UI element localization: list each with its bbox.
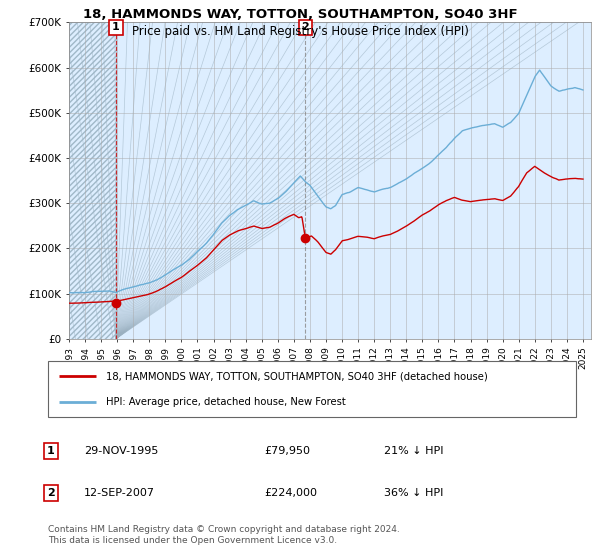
Bar [69, 22, 116, 339]
Text: 2: 2 [301, 22, 309, 32]
Text: 1: 1 [112, 22, 120, 32]
Text: 18, HAMMONDS WAY, TOTTON, SOUTHAMPTON, SO40 3HF (detached house): 18, HAMMONDS WAY, TOTTON, SOUTHAMPTON, S… [106, 371, 488, 381]
Text: HPI: Average price, detached house, New Forest: HPI: Average price, detached house, New … [106, 397, 346, 407]
Text: 29-NOV-1995: 29-NOV-1995 [84, 446, 158, 456]
Text: 21% ↓ HPI: 21% ↓ HPI [384, 446, 443, 456]
Text: 2: 2 [47, 488, 55, 498]
Text: Contains HM Land Registry data © Crown copyright and database right 2024.
This d: Contains HM Land Registry data © Crown c… [48, 525, 400, 545]
Text: Price paid vs. HM Land Registry's House Price Index (HPI): Price paid vs. HM Land Registry's House … [131, 25, 469, 38]
FancyBboxPatch shape [48, 361, 576, 417]
Text: £79,950: £79,950 [264, 446, 310, 456]
Text: 36% ↓ HPI: 36% ↓ HPI [384, 488, 443, 498]
Text: 1: 1 [47, 446, 55, 456]
Text: 12-SEP-2007: 12-SEP-2007 [84, 488, 155, 498]
Text: 18, HAMMONDS WAY, TOTTON, SOUTHAMPTON, SO40 3HF: 18, HAMMONDS WAY, TOTTON, SOUTHAMPTON, S… [83, 8, 517, 21]
Text: £224,000: £224,000 [264, 488, 317, 498]
